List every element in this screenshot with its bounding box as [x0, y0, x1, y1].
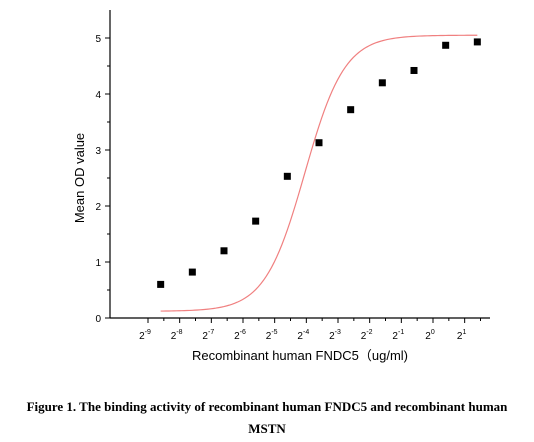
data-point [347, 106, 355, 114]
data-point [473, 38, 481, 46]
data-points [157, 38, 481, 288]
x-tick-label: 2-1 [392, 329, 404, 342]
fit-curve-layer [160, 34, 478, 312]
caption-line-1: Figure 1. The binding activity of recomb… [26, 399, 508, 414]
x-tick-label: 2-9 [139, 329, 151, 342]
axes: 0 1 2 3 4 5 2-9 2-8 2-7 2-6 2-5 2-4 2-3 2-2 2-1 20 21 [95, 10, 490, 342]
chart: 0 1 2 3 4 5 2-9 2-8 2-7 2-6 2-5 2-4 2-3 2-2 2-1 20 21 Re… [72, 10, 490, 363]
data-point [188, 268, 196, 276]
data-point [378, 79, 386, 87]
data-point [283, 172, 291, 180]
x-tick-label: 2-3 [329, 329, 341, 342]
y-tick-label: 3 [95, 146, 101, 157]
x-tick-label: 2-4 [297, 329, 309, 342]
caption-line-2: MSTN [248, 421, 286, 436]
fit-curve [160, 34, 478, 312]
y-axis-title: Mean OD value [72, 133, 87, 223]
x-tick-label: 2-5 [266, 329, 278, 342]
data-point [442, 41, 450, 49]
x-tick-label: 2-8 [171, 329, 183, 342]
x-tick-label: 20 [425, 329, 435, 342]
x-tick-label: 2-7 [202, 329, 214, 342]
data-point [157, 280, 165, 288]
y-tick-label: 5 [95, 34, 101, 45]
y-tick-label: 1 [95, 258, 101, 269]
data-point [220, 247, 228, 255]
x-axis-title: Recombinant human FNDC5（ug/ml) [192, 348, 408, 363]
y-tick-label: 0 [95, 314, 101, 325]
x-tick-label: 2-2 [361, 329, 373, 342]
x-tick-label: 2-6 [234, 329, 246, 342]
y-tick-label: 4 [95, 90, 101, 101]
x-tick-label: 21 [457, 329, 467, 342]
figure-caption: Figure 1. The binding activity of recomb… [0, 396, 534, 440]
data-point [410, 66, 418, 74]
y-tick-label: 2 [95, 202, 101, 213]
data-point [315, 139, 323, 147]
data-point [252, 217, 260, 225]
